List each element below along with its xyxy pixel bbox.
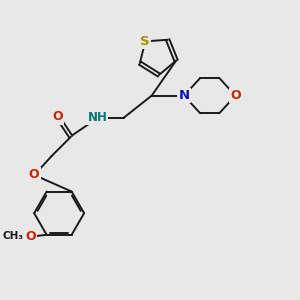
Text: O: O (25, 230, 36, 243)
Text: S: S (140, 35, 150, 48)
Text: NH: NH (87, 111, 107, 124)
Text: CH₃: CH₃ (2, 231, 23, 241)
Text: O: O (230, 89, 241, 102)
Text: N: N (178, 89, 190, 102)
Text: O: O (52, 110, 63, 123)
Text: O: O (29, 169, 40, 182)
